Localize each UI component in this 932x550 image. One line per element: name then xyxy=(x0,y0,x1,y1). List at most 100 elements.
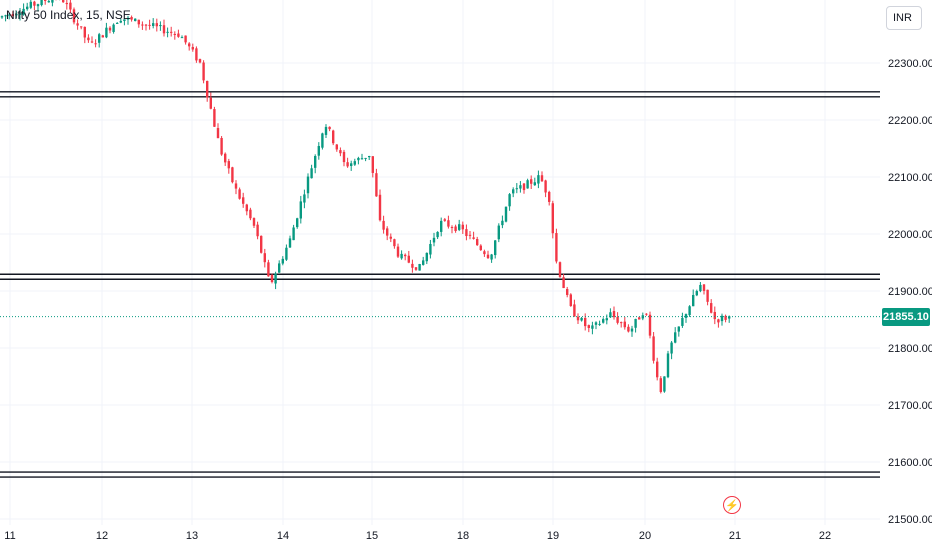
candle-body xyxy=(90,41,94,43)
candle-body xyxy=(598,323,601,325)
candle-body xyxy=(285,247,288,260)
y-tick-label: 21600.00 xyxy=(888,457,932,469)
candle-body xyxy=(256,224,259,237)
candle-body xyxy=(490,254,493,260)
candle-body xyxy=(713,311,716,320)
candle-body xyxy=(512,189,515,194)
candle-body xyxy=(159,25,162,27)
y-tick-label: 22200.00 xyxy=(888,115,932,127)
candle-body xyxy=(252,218,256,226)
candle-body xyxy=(364,157,367,159)
candle-body xyxy=(274,273,277,284)
candle-body xyxy=(677,326,680,332)
candle-body xyxy=(440,220,443,232)
candle-body xyxy=(152,23,155,26)
candle-body xyxy=(216,128,220,139)
candle-body xyxy=(652,336,655,361)
x-tick-label: 18 xyxy=(457,530,469,542)
y-tick-label: 21500.00 xyxy=(888,514,932,526)
candle-body xyxy=(33,1,36,6)
candle-body xyxy=(580,317,583,321)
x-tick-label: 13 xyxy=(186,530,198,542)
candle-body xyxy=(278,263,281,273)
candle-body xyxy=(566,288,569,295)
candle-body xyxy=(404,254,407,257)
candle-body xyxy=(515,188,518,190)
candle-body xyxy=(288,238,292,248)
candle-body xyxy=(314,156,317,168)
candle-body xyxy=(425,252,428,262)
candle-body xyxy=(260,235,263,253)
candle-body xyxy=(155,23,158,27)
candle-body xyxy=(306,176,310,194)
y-tick-label: 21900.00 xyxy=(888,286,932,298)
candle-body xyxy=(335,144,338,150)
chart-grid xyxy=(0,0,880,525)
candle-body xyxy=(692,294,695,307)
candle-body xyxy=(706,289,709,302)
candle-body xyxy=(371,156,374,173)
candle-body xyxy=(72,9,76,23)
candle-body xyxy=(116,22,119,24)
candle-body xyxy=(548,191,551,202)
candle-body xyxy=(720,315,724,322)
candle-body xyxy=(292,227,295,241)
candle-body xyxy=(162,25,166,34)
candle-body xyxy=(80,26,83,28)
candle-body xyxy=(681,317,684,326)
candle-body xyxy=(710,303,713,313)
candle-body xyxy=(15,13,18,16)
lightning-icon[interactable]: ⚡ xyxy=(723,496,741,514)
x-tick-label: 15 xyxy=(366,530,378,542)
candle-body xyxy=(638,317,641,320)
candle-body xyxy=(486,254,490,259)
candle-body xyxy=(134,18,137,22)
candle-body xyxy=(612,311,616,318)
candle-body xyxy=(407,255,410,263)
candle-body xyxy=(350,163,353,167)
candle-body xyxy=(530,179,533,184)
candle-body xyxy=(144,24,148,26)
candle-body xyxy=(663,376,666,392)
candle-body xyxy=(130,17,133,20)
price-axis: 22300.00 22200.00 22100.00 22000.00 21900.00… xyxy=(888,58,932,526)
candle-body xyxy=(224,153,227,163)
candle-body xyxy=(576,316,580,321)
candle-body xyxy=(393,239,396,247)
candle-body xyxy=(584,317,587,327)
candle-body xyxy=(695,291,698,296)
candle-body xyxy=(357,157,360,161)
candle-body xyxy=(461,224,464,230)
candle-body xyxy=(620,322,623,324)
candle-body xyxy=(94,43,97,45)
candle-body xyxy=(47,1,50,3)
candle-body xyxy=(188,43,191,47)
candle-body xyxy=(501,220,504,226)
candle-body xyxy=(627,326,630,332)
x-tick-label: 19 xyxy=(547,530,559,542)
candle-body xyxy=(508,194,511,207)
candle-body xyxy=(573,304,576,317)
candle-body xyxy=(684,314,688,318)
candle-body xyxy=(173,33,176,35)
symbol-title[interactable]: Nifty 50 Index, 15, NSE xyxy=(6,8,131,22)
candle-body xyxy=(609,312,612,318)
candle-body xyxy=(227,161,230,169)
candle-body xyxy=(414,267,418,270)
candle-body xyxy=(263,253,266,263)
candle-body xyxy=(447,220,450,227)
candle-body xyxy=(540,175,544,182)
candle-body xyxy=(645,313,648,315)
candle-body xyxy=(569,294,572,307)
x-tick-label: 14 xyxy=(277,530,289,542)
candle-body xyxy=(368,156,371,158)
candle-body xyxy=(544,180,547,193)
candle-body xyxy=(324,126,328,135)
candle-body xyxy=(69,2,72,10)
candle-body xyxy=(429,243,432,255)
candle-body xyxy=(220,138,223,155)
candle-body xyxy=(594,322,598,325)
currency-selector[interactable]: INR xyxy=(886,6,922,30)
candle-body xyxy=(555,233,558,262)
